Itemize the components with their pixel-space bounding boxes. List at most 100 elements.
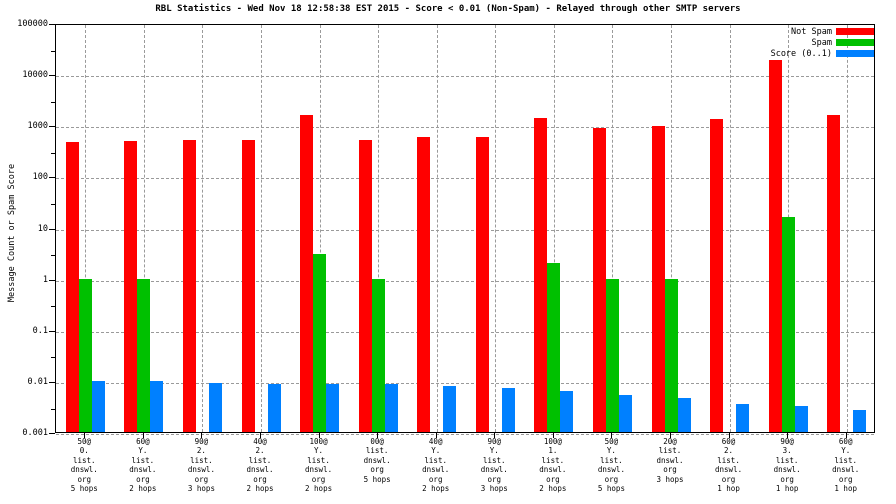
horizontal-gridline	[56, 434, 874, 435]
y-minor-tick-mark	[51, 101, 55, 103]
vertical-gridline	[846, 25, 848, 432]
x-tick-label-line: dnswl.	[656, 455, 684, 465]
y-minor-tick-mark	[51, 204, 55, 206]
x-tick-label: 40@ Y. list. dnswl. org 2 hops	[406, 437, 465, 493]
x-tick-label-line: org	[838, 474, 853, 484]
legend-color-swatch	[836, 50, 874, 57]
x-tick-label-line: dnswl.	[305, 465, 333, 475]
x-tick-label-line: 50@	[604, 437, 619, 446]
x-tick-label-line: 100@	[543, 437, 562, 446]
x-tick-label-line: Y.	[489, 446, 499, 456]
x-tick-label-line: Y.	[841, 446, 851, 456]
bar-score	[618, 395, 632, 432]
x-tick-label-line: 5 hops	[363, 474, 391, 484]
horizontal-gridline	[56, 127, 874, 129]
x-tick-label-line: 1 hop	[834, 484, 857, 494]
x-tick-label: 100@ 1. list. dnswl. org 2 hops	[524, 437, 583, 493]
x-tick-label-line: list.	[72, 455, 96, 465]
vertical-gridline	[553, 25, 555, 432]
bar-not-spam	[827, 114, 841, 432]
horizontal-gridline	[56, 229, 874, 231]
horizontal-gridline	[56, 178, 874, 180]
x-tick-mark	[84, 433, 86, 438]
y-tick-label: 0.01	[27, 376, 48, 387]
x-tick-label-line: dnswl.	[363, 455, 391, 465]
bar-score	[267, 383, 281, 432]
x-tick-label-line: list.	[248, 455, 272, 465]
bar-score	[501, 387, 515, 432]
x-tick-label-line: list.	[482, 455, 506, 465]
vertical-gridline	[612, 25, 614, 432]
bar-spam	[313, 254, 327, 432]
y-tick-label: 1	[42, 274, 48, 285]
y-minor-tick-mark	[51, 255, 55, 257]
x-tick-label-line: list.	[541, 455, 565, 465]
horizontal-gridline	[56, 280, 874, 282]
x-tick-label-line: org	[780, 474, 794, 484]
x-tick-label-line: org	[194, 474, 209, 484]
vertical-gridline	[378, 25, 380, 432]
x-tick-label-line: list.	[365, 446, 389, 456]
x-tick-label-line: org	[428, 474, 443, 484]
y-tick-label: 10000	[22, 70, 48, 81]
x-tick-label-line: 00@	[370, 437, 384, 446]
y-axis-labels: 100000 10000 1000 100 10 1 0.1 0.01 0.001	[0, 0, 55, 504]
x-tick-label-line: dnswl.	[70, 465, 98, 475]
bar-not-spam	[182, 139, 196, 432]
bar-spam	[664, 278, 678, 432]
horizontal-gridline	[56, 382, 874, 384]
y-tick-mark	[49, 24, 55, 25]
legend-label: Not Spam	[791, 26, 832, 37]
legend-item: Not Spam	[771, 26, 874, 37]
bar-not-spam	[417, 137, 431, 432]
x-tick-label-line: 2.	[255, 446, 265, 456]
x-tick-label-line: 3 hops	[480, 484, 508, 494]
bar-not-spam	[592, 127, 606, 432]
x-tick-label-line: dnswl.	[422, 465, 450, 475]
x-tick-label-line: dnswl.	[773, 465, 801, 475]
x-tick-label-line: dnswl.	[597, 465, 625, 475]
legend-color-swatch	[836, 39, 874, 46]
plot-area	[55, 24, 875, 435]
y-tick-label: 100000	[17, 19, 48, 29]
bar-score	[853, 409, 867, 432]
x-tick-label-line: dnswl.	[187, 465, 215, 475]
x-tick-label-line: org	[546, 474, 560, 484]
x-tick-label-line: 2 hops	[246, 484, 274, 494]
x-tick-label-line: Y.	[138, 446, 148, 456]
x-tick-label-line: list.	[775, 455, 799, 465]
x-tick-label-line: 2 hops	[539, 484, 567, 494]
horizontal-gridline	[56, 76, 874, 78]
x-tick-label-line: org	[253, 474, 267, 484]
bar-score	[91, 380, 105, 432]
y-tick-label: 0.1	[32, 325, 48, 336]
bar-not-spam	[710, 118, 724, 432]
x-tick-label-line: 5 hops	[70, 484, 98, 494]
x-tick-label-line: 5 hops	[597, 484, 625, 494]
x-tick-label: 60@ 2. list. dnswl. org 1 hop	[699, 437, 758, 493]
chart-title: RBL Statistics - Wed Nov 18 12:58:38 EST…	[155, 4, 741, 14]
x-tick-label-line: list.	[307, 455, 330, 465]
y-minor-tick-mark	[51, 306, 55, 308]
chart-legend: Not Spam Spam Score (0..1)	[771, 26, 874, 59]
x-tick-label-line: org	[136, 474, 150, 484]
x-tick-label-line: 40@	[253, 437, 267, 446]
y-tick-mark	[49, 75, 55, 77]
x-tick-label-line: 3 hops	[187, 484, 215, 494]
x-tick-label-line: list.	[131, 455, 155, 465]
vertical-gridline	[202, 25, 204, 432]
x-tick-label-line: 100@	[309, 437, 328, 446]
bar-not-spam	[124, 141, 138, 432]
x-tick-label-line: org	[721, 474, 736, 484]
x-tick-mark	[611, 433, 613, 438]
x-tick-label-line: 50@	[77, 437, 92, 446]
x-tick-label-line: dnswl.	[480, 465, 508, 475]
x-tick-label-line: Y.	[431, 446, 441, 456]
bar-score	[677, 397, 691, 432]
vertical-gridline	[495, 25, 497, 432]
bar-spam	[781, 217, 795, 432]
bar-not-spam	[65, 141, 79, 432]
x-tick-label: 00@ list. dnswl. org 5 hops	[348, 437, 407, 484]
bar-not-spam	[358, 140, 372, 432]
bar-score	[208, 383, 222, 432]
